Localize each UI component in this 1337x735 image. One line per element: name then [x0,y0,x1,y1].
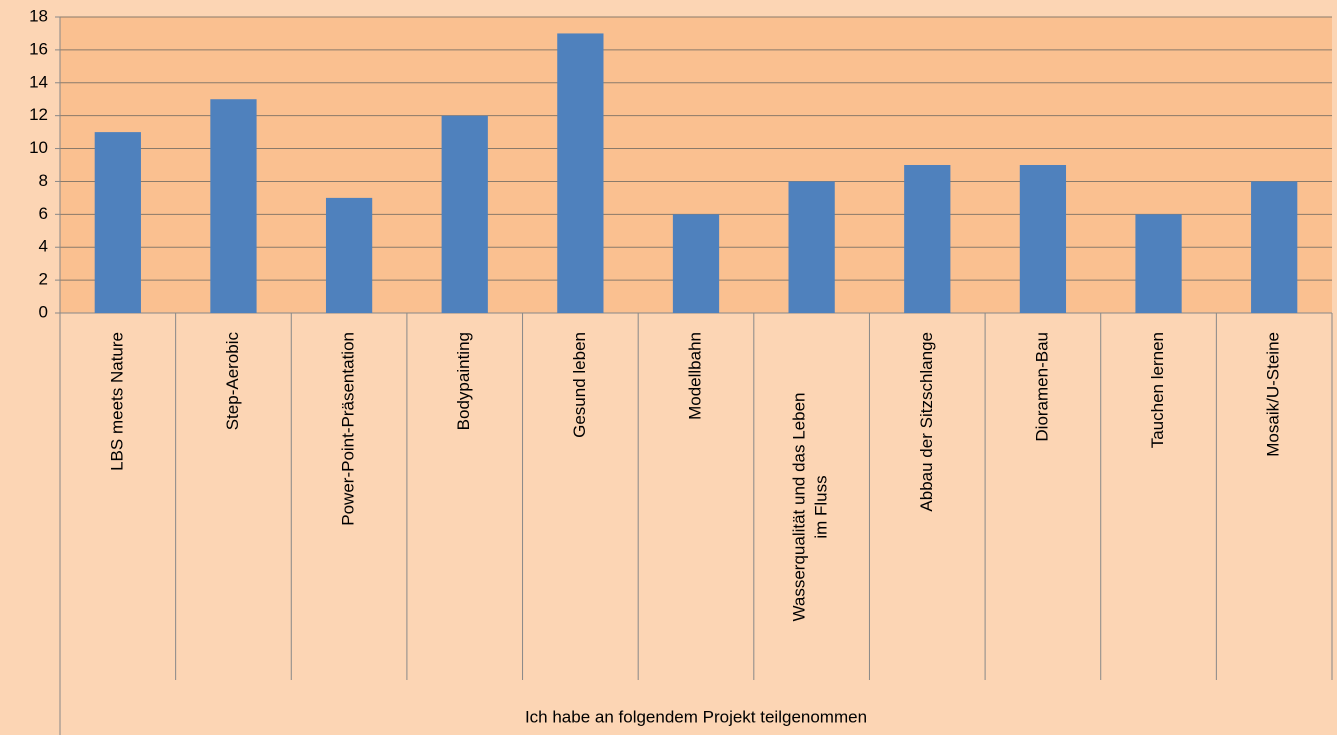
bar [672,214,720,313]
y-tick-label: 14 [29,72,48,91]
bar [904,165,951,313]
bar [94,132,141,313]
y-tick-label: 16 [29,39,48,58]
x-tick-label: Wasserqualität und das Leben im Fluss [790,392,831,621]
bar [1019,165,1067,313]
x-tick-label: Tauchen lernen [1148,332,1167,448]
y-tick-label: 12 [29,105,48,124]
bar [441,115,488,314]
y-tick-label: 4 [39,237,48,256]
x-tick-label: Dioramen-Bau [1032,332,1051,442]
x-tick-label: LBS meets Nature [107,332,126,471]
x-tick-label: Modellbahn [685,332,704,420]
bar [1135,214,1182,313]
y-tick-label: 0 [39,302,48,321]
bar [210,99,257,313]
x-tick-label: Bodypainting [454,332,473,430]
y-tick-label: 18 [29,6,48,25]
bar [1251,181,1298,313]
bar [325,197,373,313]
y-tick-label: 8 [39,171,48,190]
y-tick-label: 10 [29,138,48,157]
x-tick-label: Power-Point-Präsentation [339,332,358,526]
x-tick-label: Mosaik/U-Steine [1264,332,1283,457]
x-group-label: Ich habe an folgendem Projekt teilgenomm… [525,707,867,726]
bar [788,181,835,313]
y-tick-label: 6 [39,204,48,223]
y-tick-label: 2 [39,270,48,289]
x-tick-label: Abbau der Sitzschlange [917,332,936,512]
x-tick-label: Gesund leben [570,332,589,438]
x-tick-label: Step-Aerobic [223,332,242,431]
bar [557,33,604,313]
